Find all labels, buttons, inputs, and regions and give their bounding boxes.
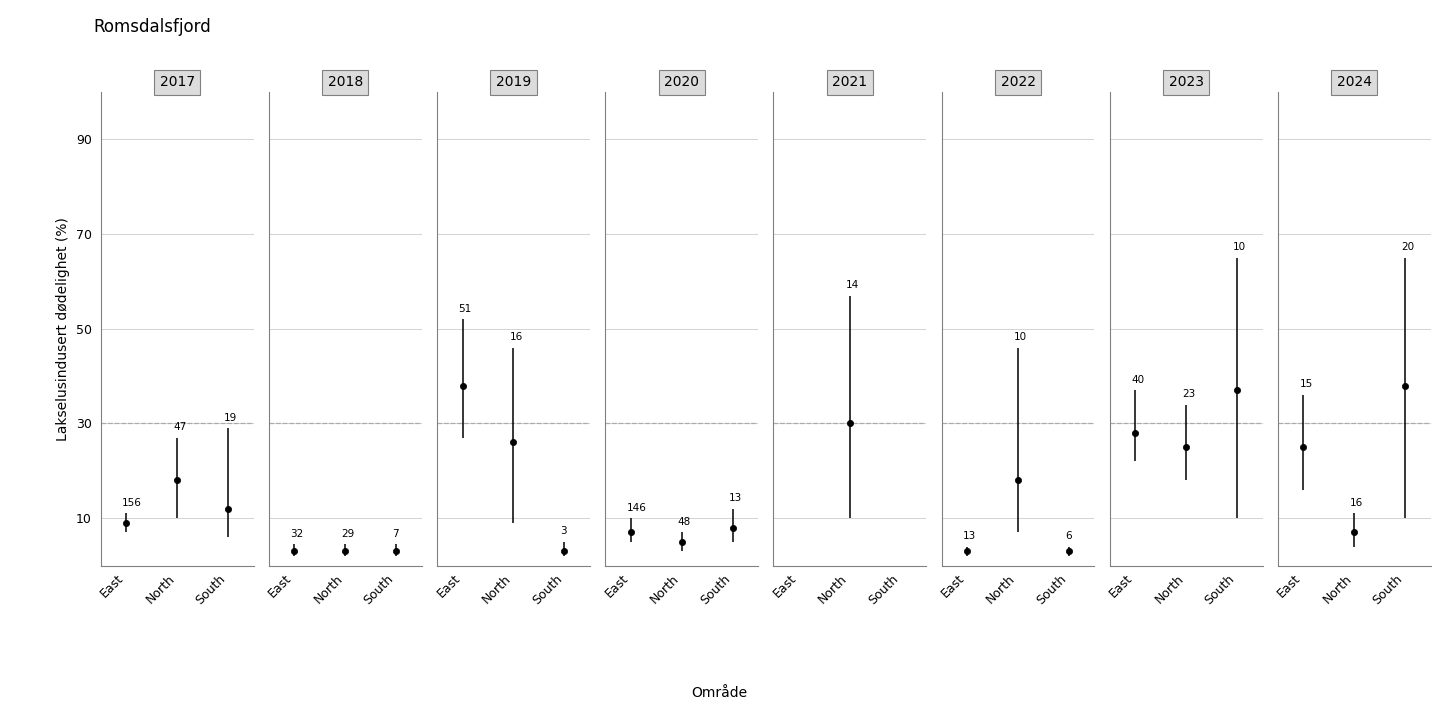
Text: 6: 6 — [1066, 531, 1071, 541]
Text: 3: 3 — [561, 526, 567, 536]
Text: 146: 146 — [627, 503, 647, 513]
Text: 29: 29 — [341, 529, 354, 539]
Text: 7: 7 — [393, 529, 398, 539]
Title: 2020: 2020 — [664, 76, 699, 89]
Text: 13: 13 — [729, 493, 742, 503]
Text: 156: 156 — [122, 498, 142, 508]
Text: 20: 20 — [1401, 242, 1415, 252]
Text: 19: 19 — [224, 413, 237, 423]
Text: 15: 15 — [1300, 380, 1313, 390]
Title: 2022: 2022 — [1001, 76, 1035, 89]
Text: 16: 16 — [1350, 498, 1363, 508]
Text: Romsdalsfjord: Romsdalsfjord — [93, 18, 211, 35]
Text: 13: 13 — [963, 531, 976, 541]
Text: Område: Område — [690, 686, 748, 700]
Title: 2024: 2024 — [1337, 76, 1372, 89]
Text: 48: 48 — [677, 517, 690, 527]
Title: 2021: 2021 — [833, 76, 867, 89]
Y-axis label: Lakselusindusert dødelighet (%): Lakselusindusert dødelighet (%) — [56, 217, 70, 440]
Text: 40: 40 — [1132, 375, 1145, 385]
Text: 10: 10 — [1232, 242, 1247, 252]
Text: 32: 32 — [290, 529, 303, 539]
Text: 23: 23 — [1182, 389, 1195, 399]
Text: 14: 14 — [846, 280, 858, 290]
Title: 2017: 2017 — [160, 76, 194, 89]
Text: 51: 51 — [459, 303, 472, 314]
Text: 10: 10 — [1014, 332, 1027, 342]
Text: 47: 47 — [173, 422, 187, 432]
Text: 16: 16 — [509, 332, 522, 342]
Title: 2018: 2018 — [328, 76, 362, 89]
Title: 2019: 2019 — [496, 76, 531, 89]
Title: 2023: 2023 — [1169, 76, 1204, 89]
